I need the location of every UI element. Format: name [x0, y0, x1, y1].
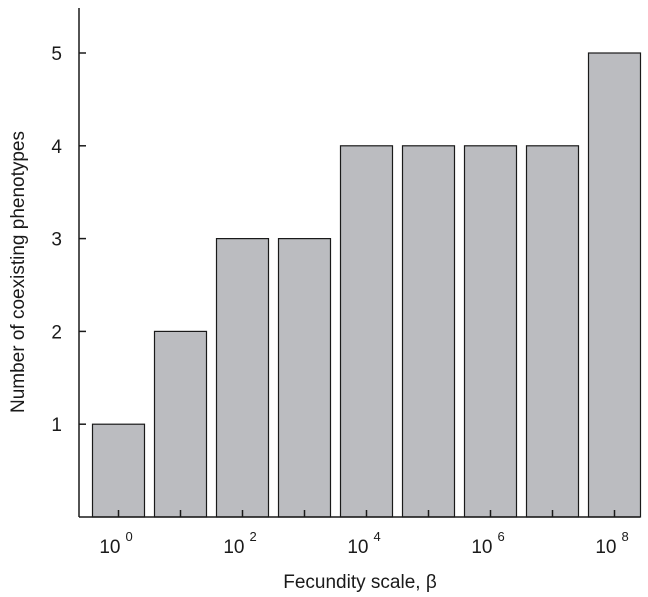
- y-axis-title: Number of coexisting phenotypes: [8, 131, 29, 413]
- svg-text:10: 10: [223, 537, 244, 558]
- svg-text:10: 10: [595, 537, 616, 558]
- svg-text:0: 0: [126, 529, 133, 544]
- bar-10^7: [525, 145, 580, 518]
- bar-10^4: [339, 145, 394, 518]
- x-tick-label: 10 4: [347, 529, 380, 558]
- y-tick-label: 2: [51, 322, 62, 343]
- svg-text:6: 6: [498, 529, 505, 544]
- x-tick-label: 10 6: [471, 529, 504, 558]
- svg-text:10: 10: [347, 537, 368, 558]
- bar-10^5: [401, 145, 456, 518]
- bar-10^3: [277, 238, 332, 518]
- svg-text:2: 2: [250, 529, 257, 544]
- x-tick-label: 10 8: [595, 529, 628, 558]
- bar-10^1: [153, 330, 208, 518]
- bar-10^2: [215, 238, 270, 518]
- x-tick-label: 10 2: [223, 529, 256, 558]
- x-axis: 10 0 10 2 10 4 10 6 10 8: [79, 510, 640, 558]
- bar-10^0: [91, 423, 146, 518]
- bar-10^6: [463, 145, 518, 518]
- y-axis: 1 2 3 4 5: [51, 8, 86, 517]
- svg-text:4: 4: [374, 529, 381, 544]
- y-tick-label: 1: [51, 415, 62, 436]
- y-tick-label: 4: [51, 137, 62, 158]
- svg-text:10: 10: [99, 537, 120, 558]
- y-tick-label: 3: [51, 230, 62, 251]
- bars-group: [91, 52, 642, 518]
- y-tick-label: 5: [51, 44, 62, 65]
- svg-text:8: 8: [622, 529, 629, 544]
- svg-text:10: 10: [471, 537, 492, 558]
- bar-10^8: [587, 52, 642, 518]
- x-axis-title: Fecundity scale, β: [283, 572, 437, 593]
- x-tick-label: 10 0: [99, 529, 132, 558]
